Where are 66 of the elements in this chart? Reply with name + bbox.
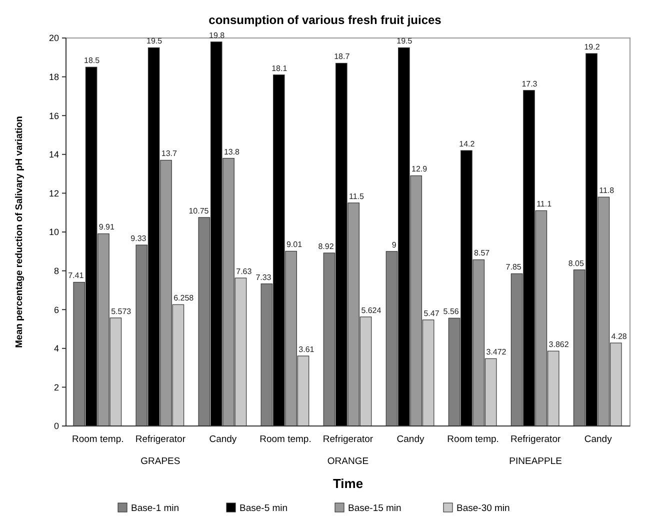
legend-label: Base-1 min [131, 503, 180, 514]
chart-title: consumption of various fresh fruit juices [208, 13, 442, 27]
y-tick-label: 20 [48, 33, 59, 44]
data-label: 19.5 [396, 36, 413, 46]
legend-label: Base-30 min [456, 503, 510, 514]
data-label: 9 [392, 240, 397, 250]
data-label: 18.1 [272, 64, 288, 73]
data-label: 7.63 [236, 266, 252, 276]
x-tick-label: Refrigerator [135, 434, 186, 445]
y-axis-title: Mean percentage reduction of Salivary pH variation [14, 116, 25, 348]
data-label: 9.91 [98, 222, 116, 232]
data-label: 11.8 [599, 186, 615, 196]
data-label: 5.573 [111, 306, 132, 316]
data-label: 12.9 [412, 164, 428, 174]
text: ORANGE [327, 456, 369, 467]
x-tick-label: Candy [209, 434, 237, 445]
data-label: 6.258 [174, 294, 194, 303]
y-tick-label: 6 [54, 304, 59, 315]
x-tick-label: Candy [396, 434, 425, 445]
y-tick-label: 10 [48, 227, 59, 238]
x-axis-title: Time [332, 476, 364, 491]
data-label: 8.92 [318, 242, 334, 251]
data-label: 9.33 [130, 234, 147, 243]
text: PINEAPPLE [509, 456, 562, 467]
x-tick-label: Room temp. [260, 434, 312, 445]
y-tick-label: 12 [48, 188, 59, 198]
y-tick-label: 14 [48, 150, 59, 160]
data-label: 4.28 [611, 332, 628, 341]
data-label: 8.57 [474, 248, 490, 258]
data-label: 3.862 [548, 340, 570, 350]
x-tick-label: Room temp. [447, 434, 499, 445]
data-label: 8.05 [568, 258, 584, 268]
data-label: 18.7 [334, 52, 350, 62]
data-label: 7.85 [506, 262, 522, 272]
data-label: 5.47 [424, 308, 440, 318]
y-tick-label: 16 [48, 110, 59, 121]
data-label: 19.8 [209, 30, 226, 40]
data-label: 7.41 [68, 271, 84, 280]
data-label: 13.7 [161, 149, 178, 158]
y-tick-label: 0 [54, 421, 59, 432]
data-label: 5.624 [361, 306, 382, 315]
data-label: 3.472 [486, 348, 507, 357]
x-tick-label: Candy [584, 434, 612, 445]
data-label: 9.01 [286, 240, 303, 250]
data-label: 19.5 [146, 36, 163, 46]
x-tick-label: Refrigerator [322, 434, 374, 445]
y-tick-label: 2 [54, 382, 59, 392]
data-label: 7.33 [256, 272, 272, 282]
x-tick-label: Refrigerator [510, 434, 561, 445]
data-label: 10.75 [188, 206, 210, 216]
data-label: 5.56 [443, 307, 460, 316]
x-tick-label: Room temp. [72, 434, 124, 445]
data-label: 18.5 [84, 56, 100, 66]
y-tick-label: 8 [54, 266, 59, 276]
legend-label: Base-5 min [240, 503, 288, 514]
data-label: 19.2 [584, 42, 600, 52]
data-label: 17.3 [522, 79, 538, 88]
y-tick-label: 18 [48, 72, 59, 82]
text: GRAPES [140, 456, 180, 467]
data-label: 11.1 [536, 200, 552, 209]
data-label: 13.8 [224, 147, 240, 156]
y-tick-label: 4 [54, 344, 59, 354]
data-label: 14.2 [459, 140, 476, 149]
legend-label: Base-15 min [348, 503, 402, 514]
data-label: 11.5 [349, 192, 365, 201]
data-label: 3.61 [298, 344, 315, 354]
